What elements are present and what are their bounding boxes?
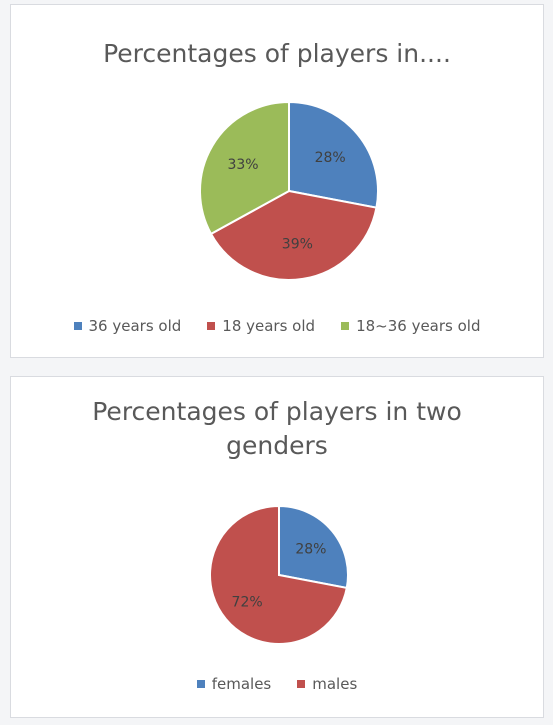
slice-label-0: 28%	[295, 542, 326, 558]
pie-slice-2	[199, 100, 290, 236]
pie-slice-1	[209, 189, 378, 281]
legend-label-0: females	[211, 675, 272, 693]
legend-swatch-0	[73, 322, 82, 330]
age-chart-card: Percentages of players in.... 28% 39% 33% …	[10, 4, 544, 358]
legend-item-0: 36 years old	[73, 317, 182, 335]
slice-label-0: 28%	[315, 150, 346, 166]
legend-label-0: 36 years old	[88, 317, 182, 335]
age-pie-chart: 28% 39% 33%	[199, 100, 379, 281]
gender-pie-chart: 28% 72%	[209, 504, 349, 645]
age-legend: 36 years old 18 years old 18~36 years old	[11, 317, 543, 335]
legend-item-1: males	[297, 675, 357, 693]
pie-slice-1	[209, 504, 348, 645]
legend-item-2: 18~36 years old	[341, 317, 481, 335]
chart-title: Percentages of players in....	[103, 39, 451, 68]
legend-label-2: 18~36 years old	[356, 317, 481, 335]
gender-legend: females males	[11, 675, 543, 693]
legend-label-1: 18 years old	[222, 317, 316, 335]
pie-slice-0	[278, 504, 349, 590]
legend-item-1: 18 years old	[207, 317, 315, 335]
gender-chart-card: Percentages of players in two genders 28…	[10, 376, 544, 718]
legend-swatch-1	[297, 680, 306, 688]
legend-swatch-2	[341, 322, 350, 330]
slice-label-2: 33%	[227, 157, 258, 173]
slice-label-1: 72%	[232, 594, 263, 610]
legend-swatch-0	[196, 680, 205, 688]
slice-label-1: 39%	[282, 237, 313, 253]
legend-item-0: females	[196, 675, 272, 693]
legend-swatch-1	[207, 322, 216, 330]
chart-title: Percentages of players in two genders	[92, 397, 462, 460]
legend-label-1: males	[312, 675, 358, 693]
pie-slice-0	[288, 100, 379, 209]
